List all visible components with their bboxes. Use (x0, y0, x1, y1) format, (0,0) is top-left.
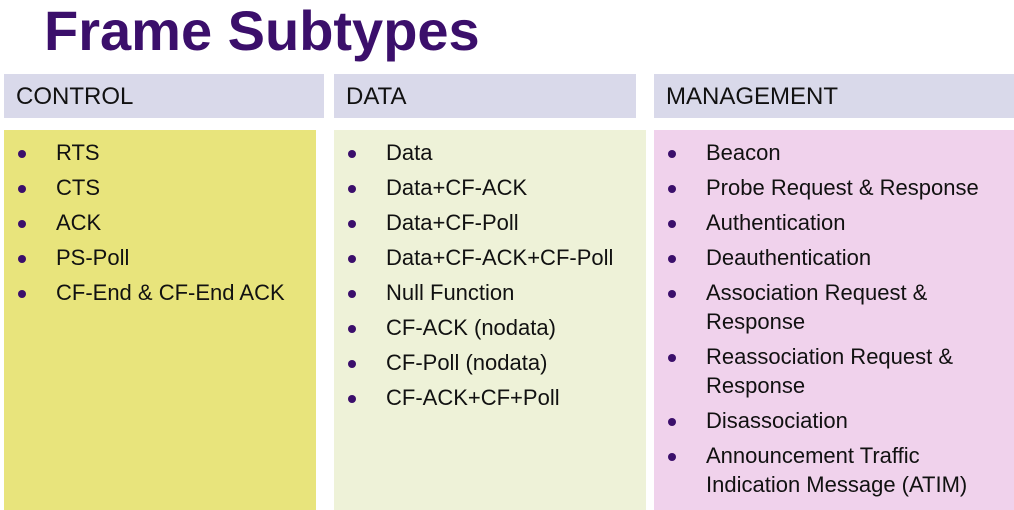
list-item: PS-Poll (4, 243, 306, 272)
list-item: Data (334, 138, 636, 167)
list-item: ACK (4, 208, 306, 237)
column-body: Beacon Probe Request & Response Authentica… (654, 130, 1014, 510)
column-header: MANAGEMENT (654, 74, 1014, 118)
list-item: Null Function (334, 278, 636, 307)
item-list: Beacon Probe Request & Response Authentica… (654, 138, 1004, 499)
list-item: Probe Request & Response (654, 173, 1004, 202)
list-item: Data+CF-ACK+CF-Poll (334, 243, 636, 272)
list-item: Disassociation (654, 406, 1004, 435)
title: Frame Subtypes (44, 0, 480, 62)
list-item: CF-End & CF-End ACK (4, 278, 306, 307)
list-item: RTS (4, 138, 306, 167)
list-item: CF-Poll (nodata) (334, 348, 636, 377)
column-header: DATA (334, 74, 636, 118)
list-item: Authentication (654, 208, 1004, 237)
item-list: RTS CTS ACK PS-Poll CF-End & CF-End ACK (4, 138, 306, 307)
list-item: Deauthentication (654, 243, 1004, 272)
list-item: Data+CF-Poll (334, 208, 636, 237)
list-item: Reassociation Request & Response (654, 342, 1004, 400)
list-item: Announcement Traffic Indication Message … (654, 441, 1004, 499)
list-item: Beacon (654, 138, 1004, 167)
column-body: RTS CTS ACK PS-Poll CF-End & CF-End ACK (4, 130, 316, 510)
list-item: CF-ACK (nodata) (334, 313, 636, 342)
column-body: Data Data+CF-ACK Data+CF-Poll Data+CF-ACK+C… (334, 130, 646, 510)
column-header: CONTROL (4, 74, 324, 118)
list-item: Data+CF-ACK (334, 173, 636, 202)
item-list: Data Data+CF-ACK Data+CF-Poll Data+CF-ACK+C… (334, 138, 636, 412)
list-item: Association Request & Response (654, 278, 1004, 336)
list-item: CF-ACK+CF+Poll (334, 383, 636, 412)
list-item: CTS (4, 173, 306, 202)
